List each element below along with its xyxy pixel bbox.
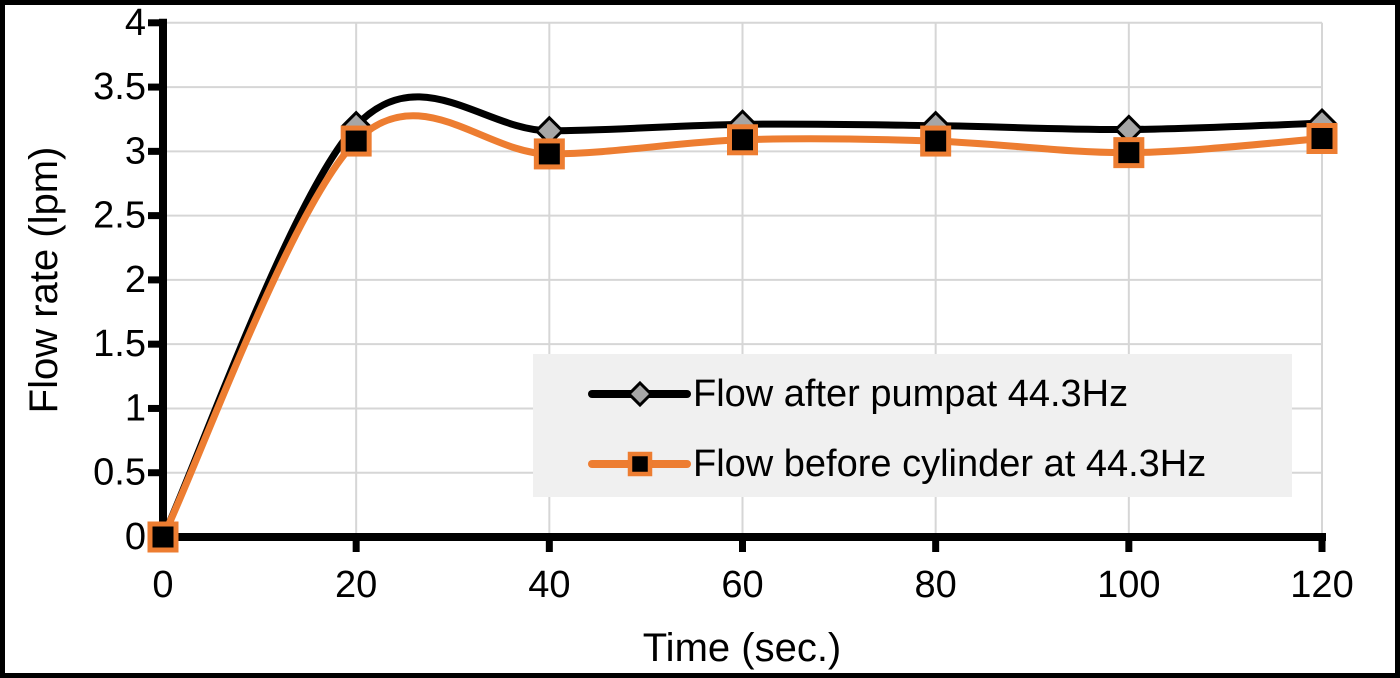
legend: Flow after pumpat 44.3Hz Flow before cyli… [533, 354, 1292, 497]
tick-labels: 00.511.522.533.540 20 40 60 80 100 120 [93, 2, 1354, 606]
y-tick-label: 1 [125, 387, 146, 429]
x-tick-label: 20 [335, 564, 377, 606]
series-lines [147, 93, 1338, 553]
y-tick-label: 0.5 [93, 452, 146, 494]
y-tick-label: 2.5 [93, 195, 146, 237]
square-marker-icon [1306, 122, 1338, 154]
axes [148, 18, 1326, 552]
y-tick-label: 1.5 [93, 323, 146, 365]
y-axis-title: Flow rate (lpm) [22, 147, 66, 414]
square-marker-icon [727, 124, 758, 156]
x-tick-label: 100 [1097, 564, 1160, 606]
x-tick-label: 60 [721, 564, 763, 606]
y-tick-label: 4 [125, 2, 146, 44]
x-tick-label: 40 [528, 564, 570, 606]
legend-item-label: Flow after pumpat 44.3Hz [693, 373, 1128, 415]
legend-diamond-marker-icon [626, 380, 654, 408]
legend-item-label: Flow before cylinder at 44.3Hz [693, 443, 1206, 485]
y-tick-label: 3 [125, 130, 146, 172]
y-tick-label: 3.5 [93, 66, 146, 108]
square-marker-icon [1113, 137, 1145, 169]
square-marker-icon [533, 138, 565, 170]
x-tick-label: 0 [152, 564, 173, 606]
legend-box [533, 354, 1292, 497]
square-marker-icon [340, 125, 372, 157]
legend-square-marker-icon [627, 451, 653, 477]
x-tick-label: 120 [1290, 564, 1353, 606]
y-tick-label: 0 [125, 516, 146, 558]
square-marker-icon [920, 125, 952, 157]
x-tick-label: 80 [915, 564, 957, 606]
square-marker-icon [147, 521, 179, 553]
y-tick-label: 2 [125, 259, 146, 301]
x-axis-title: Time (sec.) [643, 626, 842, 670]
